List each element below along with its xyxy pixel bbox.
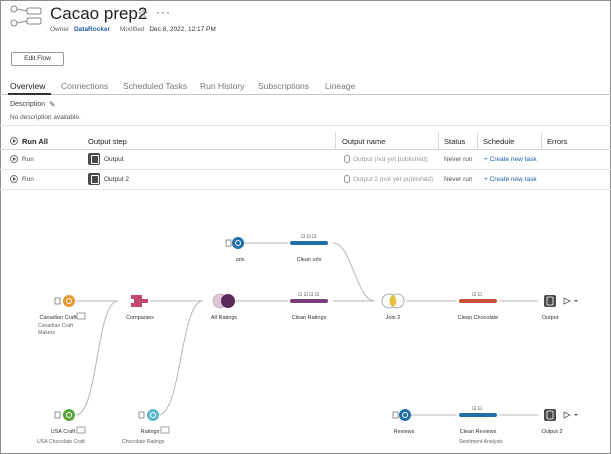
- node-label-clean-reviews: Clean Reviews: [459, 429, 497, 435]
- table-header: Run All Output step Output name Status S…: [0, 132, 611, 150]
- output-step-icon: [88, 153, 100, 165]
- node-clean-ratings[interactable]: ⊡ ⊡ ⊡ ⊡: [290, 292, 328, 303]
- node-label-usa-craft: USA Craft: [50, 429, 76, 435]
- flow-connectors: [75, 242, 538, 416]
- database-icon: [344, 155, 350, 163]
- column-header-status: Status: [444, 137, 466, 146]
- node-clean-urls[interactable]: ⊡ ⊡ ⊡: [290, 234, 328, 245]
- node-label-reviews: Reviews: [393, 429, 415, 435]
- table-row: Run Output 2 Output 2 (not yet published…: [0, 170, 611, 190]
- node-label-clean-urls: Clean urls: [296, 257, 322, 263]
- output-step-icon: [88, 173, 100, 185]
- output-name: Output (not yet published): [353, 156, 428, 163]
- flow-icon: [10, 5, 42, 27]
- node-label-clean-chocolate: Clean Chocolate: [457, 315, 499, 321]
- node-output[interactable]: [544, 295, 578, 307]
- output-name: Output 2 (not yet published): [353, 176, 434, 183]
- node-sub-usa-craft: USA Chocolate Craft: [37, 439, 85, 445]
- node-join-2[interactable]: [381, 293, 405, 309]
- more-actions-icon[interactable]: ···: [156, 5, 171, 19]
- node-reviews[interactable]: [392, 409, 411, 421]
- tab-overview[interactable]: Overview: [10, 81, 46, 91]
- output-step-name: Output 2: [104, 176, 129, 183]
- divider: [0, 125, 611, 126]
- node-label-companies: Companies: [126, 315, 154, 321]
- create-new-task-link[interactable]: + Create new task: [484, 156, 537, 163]
- node-all-ratings[interactable]: [212, 293, 235, 309]
- column-header-schedule: Schedule: [483, 137, 515, 146]
- edit-description-pencil-icon[interactable]: ✎: [49, 100, 56, 109]
- tab-scheduled-tasks[interactable]: Scheduled Tasks: [123, 81, 188, 91]
- run-all-button[interactable]: Run All: [22, 137, 48, 146]
- node-sub-canadian-craft: Canadian Craft Makers: [38, 323, 73, 336]
- status-text: Never run: [444, 176, 473, 183]
- modified-value: Dec 8, 2022, 12:17 PM: [149, 26, 216, 33]
- run-play-icon[interactable]: [10, 175, 18, 183]
- node-companies[interactable]: [131, 295, 148, 307]
- node-clean-reviews[interactable]: ⊡ ⊡: [459, 406, 497, 417]
- owner-name-link[interactable]: DataRocker: [73, 26, 111, 33]
- column-header-output-name: Output name: [342, 137, 386, 146]
- description-label: Description: [10, 101, 46, 108]
- flow-diagram: ⊡ ⊡ ⊡ ⊡ ⊡ ⊡ ⊡: [54, 234, 578, 434]
- node-canadian-craft[interactable]: [54, 295, 86, 320]
- column-divider: [477, 132, 478, 150]
- tab-lineage[interactable]: Lineage: [325, 81, 356, 91]
- run-button[interactable]: Run: [22, 156, 34, 163]
- node-label-output-2: Output 2: [541, 429, 563, 435]
- favorite-star-icon[interactable]: ☆: [137, 6, 149, 21]
- tab-bar: Overview Connections Scheduled Tasks Run…: [0, 80, 611, 95]
- svg-text:⊡ ⊡ ⊡: ⊡ ⊡ ⊡: [301, 234, 316, 240]
- description-value: No description available.: [10, 114, 81, 121]
- node-urls[interactable]: [225, 237, 244, 249]
- run-button[interactable]: Run: [22, 176, 34, 183]
- node-usa-craft[interactable]: [54, 409, 86, 434]
- run-all-play-icon[interactable]: [10, 137, 18, 145]
- create-new-task-link[interactable]: + Create new task: [484, 176, 537, 183]
- node-label-output: Output: [541, 315, 559, 321]
- node-ratings[interactable]: [138, 409, 170, 434]
- edit-flow-button[interactable]: Edit Flow: [11, 52, 64, 66]
- node-sub-ratings: Chocolate Ratings: [122, 439, 165, 445]
- column-header-output-step: Output step: [88, 137, 127, 146]
- page-title: Cacao prep2: [50, 4, 148, 23]
- active-tab-indicator: [8, 93, 51, 95]
- node-label-join-2: Join 2: [385, 315, 401, 321]
- tab-run-history[interactable]: Run History: [200, 81, 245, 91]
- node-label-ratings: Ratings: [140, 429, 160, 435]
- svg-text:⊡ ⊡: ⊡ ⊡: [472, 406, 482, 412]
- column-divider: [438, 132, 439, 150]
- svg-text:⊡ ⊡ ⊡ ⊡: ⊡ ⊡ ⊡ ⊡: [298, 292, 319, 298]
- database-icon: [344, 175, 350, 183]
- tab-subscriptions[interactable]: Subscriptions: [258, 81, 310, 91]
- node-label-clean-ratings: Clean Ratings: [291, 315, 327, 321]
- owner-label: Owner: [50, 26, 70, 33]
- node-label-canadian-craft: Canadian Craft: [39, 315, 77, 321]
- node-output-2[interactable]: [544, 409, 578, 421]
- status-text: Never run: [444, 156, 473, 163]
- modified-label: Modified: [119, 26, 145, 33]
- flow-canvas[interactable]: ⊡ ⊡ ⊡ ⊡ ⊡ ⊡ ⊡: [0, 205, 611, 454]
- tab-connections[interactable]: Connections: [61, 81, 109, 91]
- node-clean-chocolate[interactable]: ⊡ ⊡: [459, 292, 497, 303]
- column-header-errors: Errors: [547, 137, 568, 146]
- output-step-name: Output: [104, 156, 124, 163]
- svg-text:⊡ ⊡: ⊡ ⊡: [472, 292, 482, 298]
- column-divider: [335, 132, 336, 150]
- node-label-all-ratings: All Ratings: [210, 315, 238, 321]
- node-label-urls: urls: [235, 257, 245, 263]
- node-sub-clean-reviews: Sentiment Analysis: [459, 439, 503, 445]
- table-row: Run Output Output (not yet published) Ne…: [0, 150, 611, 170]
- run-play-icon[interactable]: [10, 155, 18, 163]
- column-divider: [541, 132, 542, 150]
- owner-meta: Owner DataRocker Modified Dec 8, 2022, 1…: [50, 26, 216, 33]
